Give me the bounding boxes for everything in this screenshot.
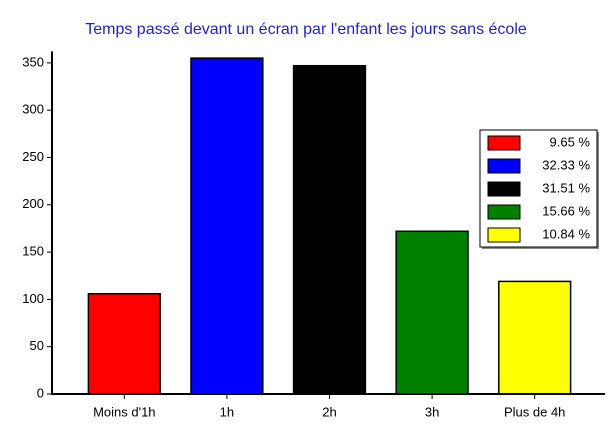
x-tick-label: 2h <box>322 404 336 419</box>
legend-label: 9.65 % <box>550 134 591 149</box>
y-tick-label: 0 <box>37 385 44 400</box>
legend-label: 31.51 % <box>542 180 590 195</box>
y-tick-label: 350 <box>22 54 44 69</box>
legend-label: 32.33 % <box>542 157 590 172</box>
legend-label: 15.66 % <box>542 203 590 218</box>
y-tick-label: 50 <box>30 338 44 353</box>
y-tick-label: 300 <box>22 102 44 117</box>
bar <box>292 64 367 395</box>
legend-swatch <box>487 204 521 220</box>
chart-title: Temps passé devant un écran par l'enfant… <box>85 21 527 38</box>
bar <box>395 230 469 395</box>
y-tick-label: 150 <box>22 244 44 259</box>
bar <box>190 57 264 395</box>
x-tick-label: 3h <box>425 404 439 419</box>
x-tick-label: Plus de 4h <box>504 404 565 419</box>
x-tick-label: Moins d'1h <box>93 404 155 419</box>
bar <box>498 280 572 395</box>
y-tick-label: 250 <box>22 149 44 164</box>
y-tick-label: 100 <box>22 291 44 306</box>
legend-swatch <box>487 227 521 243</box>
bar <box>87 292 161 395</box>
legend-swatch <box>487 181 521 197</box>
x-tick-label: 1h <box>220 404 234 419</box>
legend-swatch <box>487 158 521 174</box>
y-tick-label: 200 <box>22 196 44 211</box>
legend-swatch <box>487 135 521 151</box>
legend-label: 10.84 % <box>542 226 590 241</box>
